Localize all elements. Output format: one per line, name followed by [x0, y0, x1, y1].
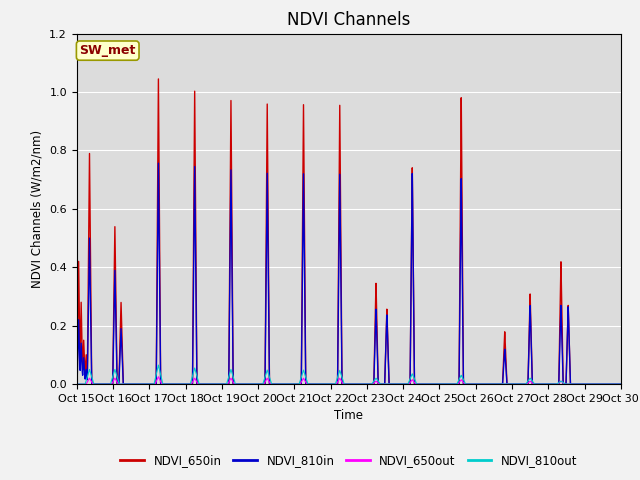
NDVI_810out — [424, 381, 431, 387]
NDVI_650out — [155, 374, 163, 380]
NDVI_650in — [615, 381, 623, 387]
NDVI_650in — [424, 381, 431, 387]
NDVI_650in — [189, 281, 197, 287]
NDVI_650in — [155, 76, 163, 82]
NDVI_650out — [424, 381, 431, 387]
NDVI_650in — [276, 381, 284, 387]
Line: NDVI_650out: NDVI_650out — [77, 377, 621, 384]
NDVI_650in — [184, 381, 191, 387]
NDVI_650out — [276, 381, 284, 387]
NDVI_650out — [189, 378, 197, 384]
NDVI_810out — [189, 371, 197, 376]
Line: NDVI_650in: NDVI_650in — [77, 79, 621, 384]
NDVI_810out — [155, 362, 163, 368]
X-axis label: Time: Time — [334, 409, 364, 422]
NDVI_810in — [615, 381, 623, 387]
NDVI_650out — [73, 381, 81, 387]
NDVI_810in — [501, 352, 509, 358]
NDVI_650out — [501, 381, 509, 387]
Title: NDVI Channels: NDVI Channels — [287, 11, 410, 29]
NDVI_650out — [617, 381, 625, 387]
Line: NDVI_810in: NDVI_810in — [77, 163, 621, 384]
NDVI_810in — [276, 381, 284, 387]
NDVI_810out — [617, 381, 625, 387]
NDVI_810out — [276, 381, 284, 387]
NDVI_810in — [189, 307, 197, 312]
Y-axis label: NDVI Channels (W/m2/nm): NDVI Channels (W/m2/nm) — [31, 130, 44, 288]
NDVI_810out — [501, 381, 509, 387]
NDVI_650out — [184, 381, 191, 387]
NDVI_650out — [615, 381, 623, 387]
NDVI_810in — [73, 381, 81, 387]
NDVI_810in — [424, 381, 431, 387]
NDVI_810in — [617, 381, 625, 387]
NDVI_810out — [184, 381, 191, 387]
Text: SW_met: SW_met — [79, 44, 136, 57]
NDVI_810in — [155, 160, 163, 166]
Legend: NDVI_650in, NDVI_810in, NDVI_650out, NDVI_810out: NDVI_650in, NDVI_810in, NDVI_650out, NDV… — [116, 449, 582, 472]
NDVI_810out — [615, 381, 623, 387]
NDVI_650in — [73, 381, 81, 387]
NDVI_650in — [617, 381, 625, 387]
NDVI_650in — [501, 337, 509, 343]
NDVI_810in — [184, 381, 191, 387]
NDVI_810out — [73, 381, 81, 387]
Line: NDVI_810out: NDVI_810out — [77, 365, 621, 384]
